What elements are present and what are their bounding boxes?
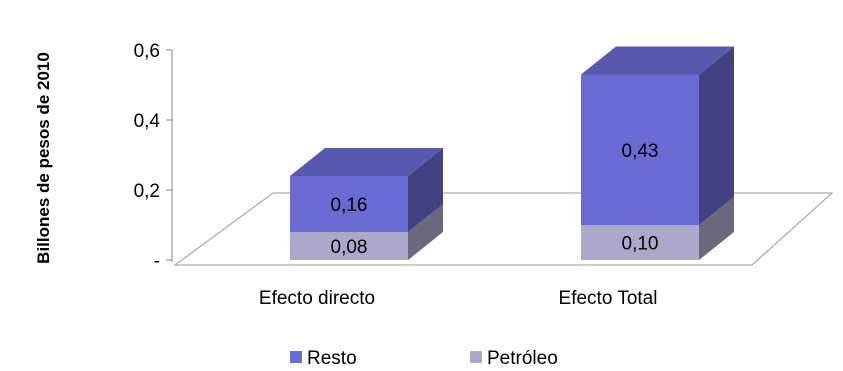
labels-layer: 0,08 0,16 Efecto directo 0,10 0,43 Efecto Tot… xyxy=(259,141,659,309)
data-label: 0,10 xyxy=(622,234,659,255)
y-tick-label: 0,6 xyxy=(134,41,160,62)
bar-side-resto xyxy=(699,46,734,225)
floor-plane xyxy=(173,192,834,266)
bar-side-petróleo xyxy=(408,204,443,260)
bar-front-resto xyxy=(290,176,408,232)
bar-front-petróleo xyxy=(290,232,408,260)
y-axis-label: Billones de pesos de 2010 xyxy=(34,52,53,264)
bar-top xyxy=(290,148,443,176)
y-tick-label: 0,2 xyxy=(134,181,160,202)
axis-layer: - 0,2 0,4 0,6 xyxy=(134,41,173,272)
data-label: 0,43 xyxy=(622,141,659,162)
data-label: 0,16 xyxy=(331,195,368,216)
bar-top xyxy=(581,46,734,75)
bar-front-petróleo xyxy=(581,225,699,260)
x-category-label: Efecto directo xyxy=(259,288,375,309)
legend: Resto Petróleo xyxy=(290,348,558,369)
y-tick-label: 0,4 xyxy=(134,111,161,132)
legend-label: Petróleo xyxy=(487,348,558,369)
bar-front-resto xyxy=(581,74,699,225)
legend-label: Resto xyxy=(307,348,357,369)
bars-layer xyxy=(290,46,734,260)
legend-swatch xyxy=(290,351,302,363)
chart-floor xyxy=(173,192,834,266)
y-tick-label: - xyxy=(154,251,160,272)
x-category-label: Efecto Total xyxy=(559,288,658,309)
legend-swatch xyxy=(470,351,482,363)
data-label: 0,08 xyxy=(331,237,368,258)
bar-side-petróleo xyxy=(699,197,734,260)
